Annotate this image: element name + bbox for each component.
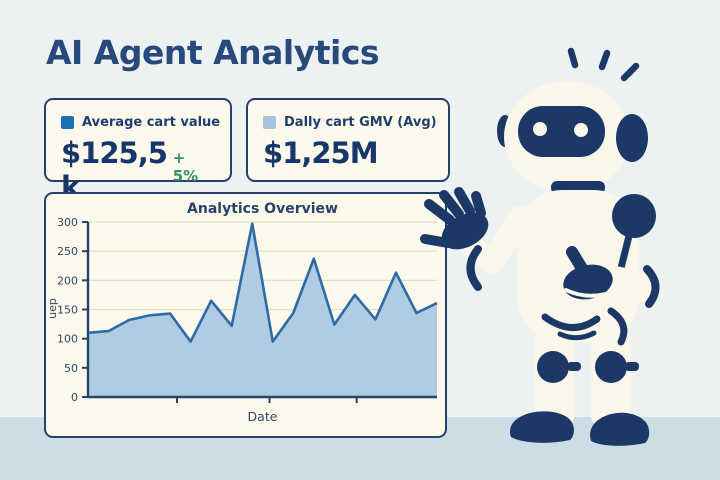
robot-visor xyxy=(518,106,605,157)
stat-label: Average cart value xyxy=(82,115,221,130)
robot-belly-accent xyxy=(541,313,601,331)
robot-hand-right xyxy=(563,264,613,300)
stat-value: $125,5 k xyxy=(61,136,168,204)
svg-text:0: 0 xyxy=(71,391,78,404)
robot-hip-accent xyxy=(607,307,628,346)
robot-knee-right xyxy=(595,351,627,383)
chart-title: Analytics Overview xyxy=(187,201,338,217)
robot-knee-left-stub xyxy=(567,362,581,371)
robot-elbow-left-accent xyxy=(466,245,482,291)
stat-card-average-cart-value: Average cart value $125,5 k + 5% xyxy=(44,98,232,204)
robot-arm-right-fore xyxy=(577,261,661,303)
robot-eye-left xyxy=(533,122,547,136)
svg-text:150: 150 xyxy=(57,304,78,317)
robot-torso xyxy=(517,190,639,342)
sparkle-marks xyxy=(567,47,640,82)
stat-value: $1,25M xyxy=(263,136,379,170)
robot-head xyxy=(504,81,630,193)
robot-thumb-right xyxy=(566,246,589,276)
robot-eye-right xyxy=(574,123,588,137)
y-axis-label: uep xyxy=(45,298,59,319)
x-axis-label: Date xyxy=(247,409,278,424)
legend-swatch-lightblue xyxy=(263,116,276,129)
svg-text:200: 200 xyxy=(57,274,78,287)
page-title: AI Agent Analytics xyxy=(46,33,380,72)
robot-knee-right-stub xyxy=(625,362,639,371)
robot-leg-left xyxy=(534,330,574,426)
robot-ear-left-icon xyxy=(497,115,513,147)
robot-paddle-icon xyxy=(612,194,656,238)
svg-text:100: 100 xyxy=(57,333,78,346)
robot-ear-right-icon xyxy=(616,114,648,162)
analytics-chart-card: 0 50 100 150 200 250 300 Analytics Overview ue… xyxy=(44,192,447,438)
robot-forearm-edge-accent xyxy=(643,265,660,308)
svg-text:250: 250 xyxy=(57,245,78,258)
robot-paddle-stick xyxy=(616,232,633,276)
stat-card-daily-gmv: Dally cart GMV (Avg) $1,25M xyxy=(246,98,450,182)
robot-arm-left-fore xyxy=(455,230,503,273)
robot-neck xyxy=(551,181,605,194)
legend-swatch-blue xyxy=(61,116,74,129)
robot-knee-left xyxy=(537,351,569,383)
area-chart: 0 50 100 150 200 250 300 xyxy=(57,216,438,404)
robot-shoulder-accent xyxy=(504,209,519,247)
robot-leg-right xyxy=(591,330,631,426)
stat-label: Dally cart GMV (Avg) xyxy=(284,115,437,130)
svg-text:300: 300 xyxy=(57,216,78,229)
robot-hand-right-highlight xyxy=(564,288,608,298)
svg-text:50: 50 xyxy=(64,362,78,375)
robot-crotch-accent xyxy=(557,330,597,341)
stat-delta: + 5% xyxy=(172,149,199,185)
robot-arm-left-upper xyxy=(480,206,532,274)
